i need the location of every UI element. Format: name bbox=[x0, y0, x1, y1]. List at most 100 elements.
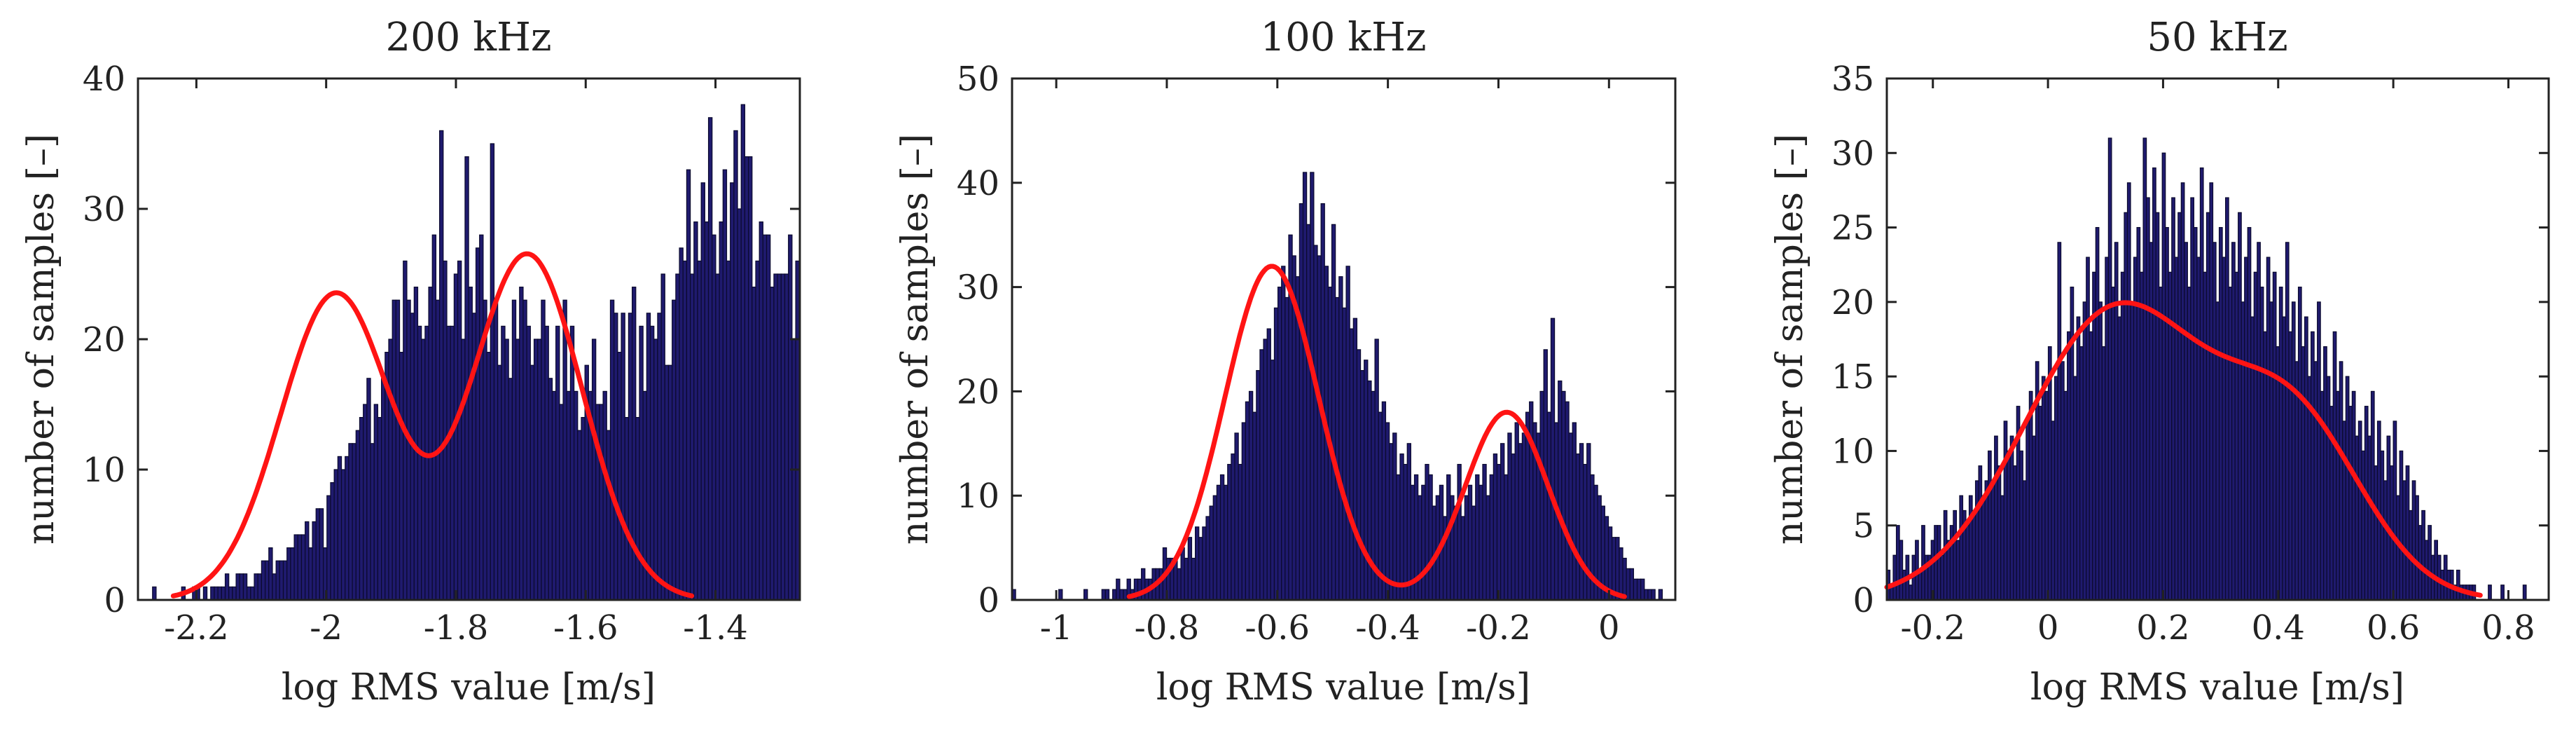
x-tick-label: 0.2 bbox=[2136, 608, 2189, 648]
bar bbox=[2180, 182, 2185, 601]
bar bbox=[370, 443, 375, 601]
bar bbox=[1281, 266, 1286, 601]
bar bbox=[2301, 346, 2306, 601]
bar bbox=[2193, 226, 2198, 601]
bar bbox=[2411, 480, 2416, 601]
x-axis-ticks: -0.2 0 0.2 0.4 0.6 0.8 bbox=[1900, 78, 2535, 648]
bar bbox=[261, 560, 266, 601]
fit-curve bbox=[1126, 264, 1627, 599]
bar bbox=[533, 339, 539, 601]
bar bbox=[2402, 480, 2407, 601]
bar bbox=[468, 287, 473, 601]
bar bbox=[621, 313, 625, 601]
y-tick-label: 0 bbox=[104, 581, 125, 620]
bar bbox=[2095, 226, 2100, 601]
bar bbox=[2224, 197, 2229, 601]
bar bbox=[2003, 421, 2008, 601]
bar bbox=[614, 313, 618, 601]
bar bbox=[2041, 376, 2046, 601]
bar bbox=[2111, 287, 2116, 601]
bar bbox=[1504, 474, 1509, 601]
bar bbox=[2336, 390, 2340, 601]
bar bbox=[2234, 271, 2239, 601]
bar bbox=[2238, 212, 2242, 601]
bar bbox=[2500, 585, 2505, 601]
bar bbox=[388, 339, 393, 601]
bar bbox=[1968, 495, 1973, 601]
bar bbox=[2098, 301, 2103, 601]
bar bbox=[439, 130, 444, 601]
y-axis-label: number of samples [–] bbox=[1769, 134, 1811, 545]
bar bbox=[446, 325, 451, 601]
y-axis-ticks: 0 10 20 30 40 50 bbox=[957, 60, 1675, 620]
bar bbox=[2339, 361, 2343, 601]
bar bbox=[2101, 346, 2106, 601]
x-tick-label: -0.8 bbox=[1135, 608, 1200, 648]
x-tick-label: 0.6 bbox=[2367, 608, 2420, 648]
bar bbox=[257, 573, 262, 601]
bar bbox=[2133, 257, 2138, 601]
bar bbox=[2428, 525, 2432, 601]
y-axis-ticks: 0 10 20 30 40 bbox=[83, 60, 800, 620]
bar bbox=[2357, 421, 2362, 601]
y-tick-label: 0 bbox=[978, 581, 999, 620]
bar bbox=[308, 547, 313, 601]
bar bbox=[239, 573, 244, 601]
bar bbox=[264, 560, 270, 601]
bar bbox=[752, 287, 756, 601]
bar bbox=[690, 273, 695, 601]
chart-title: 50 kHz bbox=[2147, 15, 2287, 60]
bar bbox=[2205, 212, 2210, 601]
bar bbox=[522, 299, 527, 601]
bar bbox=[762, 234, 768, 601]
x-axis-label: log RMS value [m/s] bbox=[1156, 667, 1530, 709]
bar bbox=[1248, 390, 1254, 601]
bar bbox=[1263, 339, 1268, 601]
bar bbox=[740, 104, 746, 601]
fit-curve bbox=[170, 251, 695, 599]
bar bbox=[664, 364, 670, 601]
bar bbox=[697, 260, 702, 601]
bar bbox=[2228, 287, 2233, 601]
x-tick-label: -2.2 bbox=[164, 608, 229, 648]
bar bbox=[551, 390, 557, 601]
bar bbox=[1381, 401, 1387, 601]
bar bbox=[501, 325, 506, 601]
bar bbox=[1158, 568, 1164, 601]
bar bbox=[2522, 585, 2527, 601]
bar bbox=[1978, 465, 1983, 601]
bar bbox=[2019, 450, 2023, 601]
y-tick-label: 20 bbox=[83, 320, 125, 360]
bar bbox=[1313, 245, 1318, 601]
bar bbox=[1224, 484, 1228, 601]
bar bbox=[2332, 331, 2337, 601]
bar bbox=[2291, 301, 2296, 601]
bar bbox=[1629, 568, 1635, 601]
bar bbox=[2364, 406, 2369, 601]
bar bbox=[1622, 557, 1627, 601]
bar bbox=[497, 364, 502, 601]
y-tick-label: 50 bbox=[957, 60, 999, 99]
bar bbox=[475, 247, 480, 601]
bar bbox=[1184, 557, 1189, 601]
bar bbox=[1514, 422, 1519, 601]
bar bbox=[1496, 463, 1502, 601]
bar bbox=[529, 364, 535, 601]
bar bbox=[1177, 568, 1182, 601]
bar bbox=[2342, 421, 2346, 601]
bar bbox=[646, 313, 651, 601]
y-tick-label: 25 bbox=[1831, 209, 1874, 248]
bar bbox=[1266, 328, 1271, 601]
bar bbox=[1471, 505, 1476, 601]
bar bbox=[1356, 349, 1362, 601]
bar bbox=[431, 234, 437, 601]
bar bbox=[152, 586, 157, 601]
bar bbox=[424, 325, 429, 601]
bar bbox=[748, 156, 753, 601]
bar bbox=[2367, 435, 2372, 601]
bar bbox=[2244, 257, 2248, 601]
bar bbox=[2063, 390, 2068, 601]
bar bbox=[591, 339, 597, 601]
y-tick-label: 40 bbox=[957, 164, 999, 203]
bar bbox=[1937, 525, 1941, 601]
